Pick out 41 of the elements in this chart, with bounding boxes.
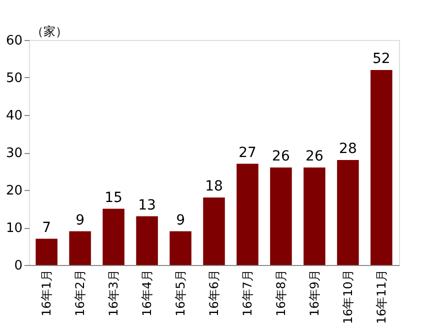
data-label: 28 — [339, 141, 357, 157]
x-tick-label: 16年9月 — [307, 270, 322, 316]
data-label: 18 — [205, 178, 223, 194]
y-tick-label: 30 — [6, 146, 22, 161]
x-tick-label: 16年7月 — [240, 270, 254, 316]
bar — [36, 238, 58, 265]
bar — [102, 208, 124, 265]
y-tick-label: 10 — [6, 221, 22, 236]
x-tick-label: 16年1月 — [40, 270, 54, 316]
data-label: 7 — [42, 220, 52, 236]
x-tick-label: 16年3月 — [106, 270, 121, 316]
x-tick-label: 16年5月 — [174, 270, 188, 316]
bar — [337, 160, 359, 265]
bar — [370, 70, 392, 265]
data-label: 26 — [306, 148, 324, 164]
bar — [270, 168, 292, 265]
bar — [69, 231, 91, 265]
y-tick-label: 50 — [6, 71, 22, 86]
bar — [170, 231, 192, 265]
data-label: 27 — [238, 144, 256, 161]
data-label: 15 — [104, 190, 122, 206]
bar — [136, 216, 158, 265]
x-tick-label: 16年10月 — [340, 270, 355, 324]
y-tick-label: 0 — [14, 258, 22, 274]
bar — [203, 198, 225, 265]
y-tick-label: 40 — [6, 108, 22, 124]
data-label: 13 — [138, 197, 156, 214]
y-tick-label: 20 — [6, 184, 22, 198]
data-label: 52 — [372, 51, 390, 67]
x-tick-label: 16年4月 — [140, 270, 154, 316]
bar — [236, 164, 258, 265]
bar — [304, 168, 326, 265]
x-tick-label: 16年2月 — [73, 270, 88, 316]
data-label: 26 — [272, 148, 290, 164]
x-tick-label: 16年11月 — [374, 270, 388, 324]
x-tick-label: 16年6月 — [207, 270, 221, 316]
data-label: 9 — [176, 212, 185, 228]
y-axis-title: （家） — [32, 24, 68, 38]
data-label: 9 — [76, 212, 85, 228]
y-tick-label: 60 — [6, 34, 22, 48]
x-tick-label: 16年8月 — [274, 270, 288, 316]
